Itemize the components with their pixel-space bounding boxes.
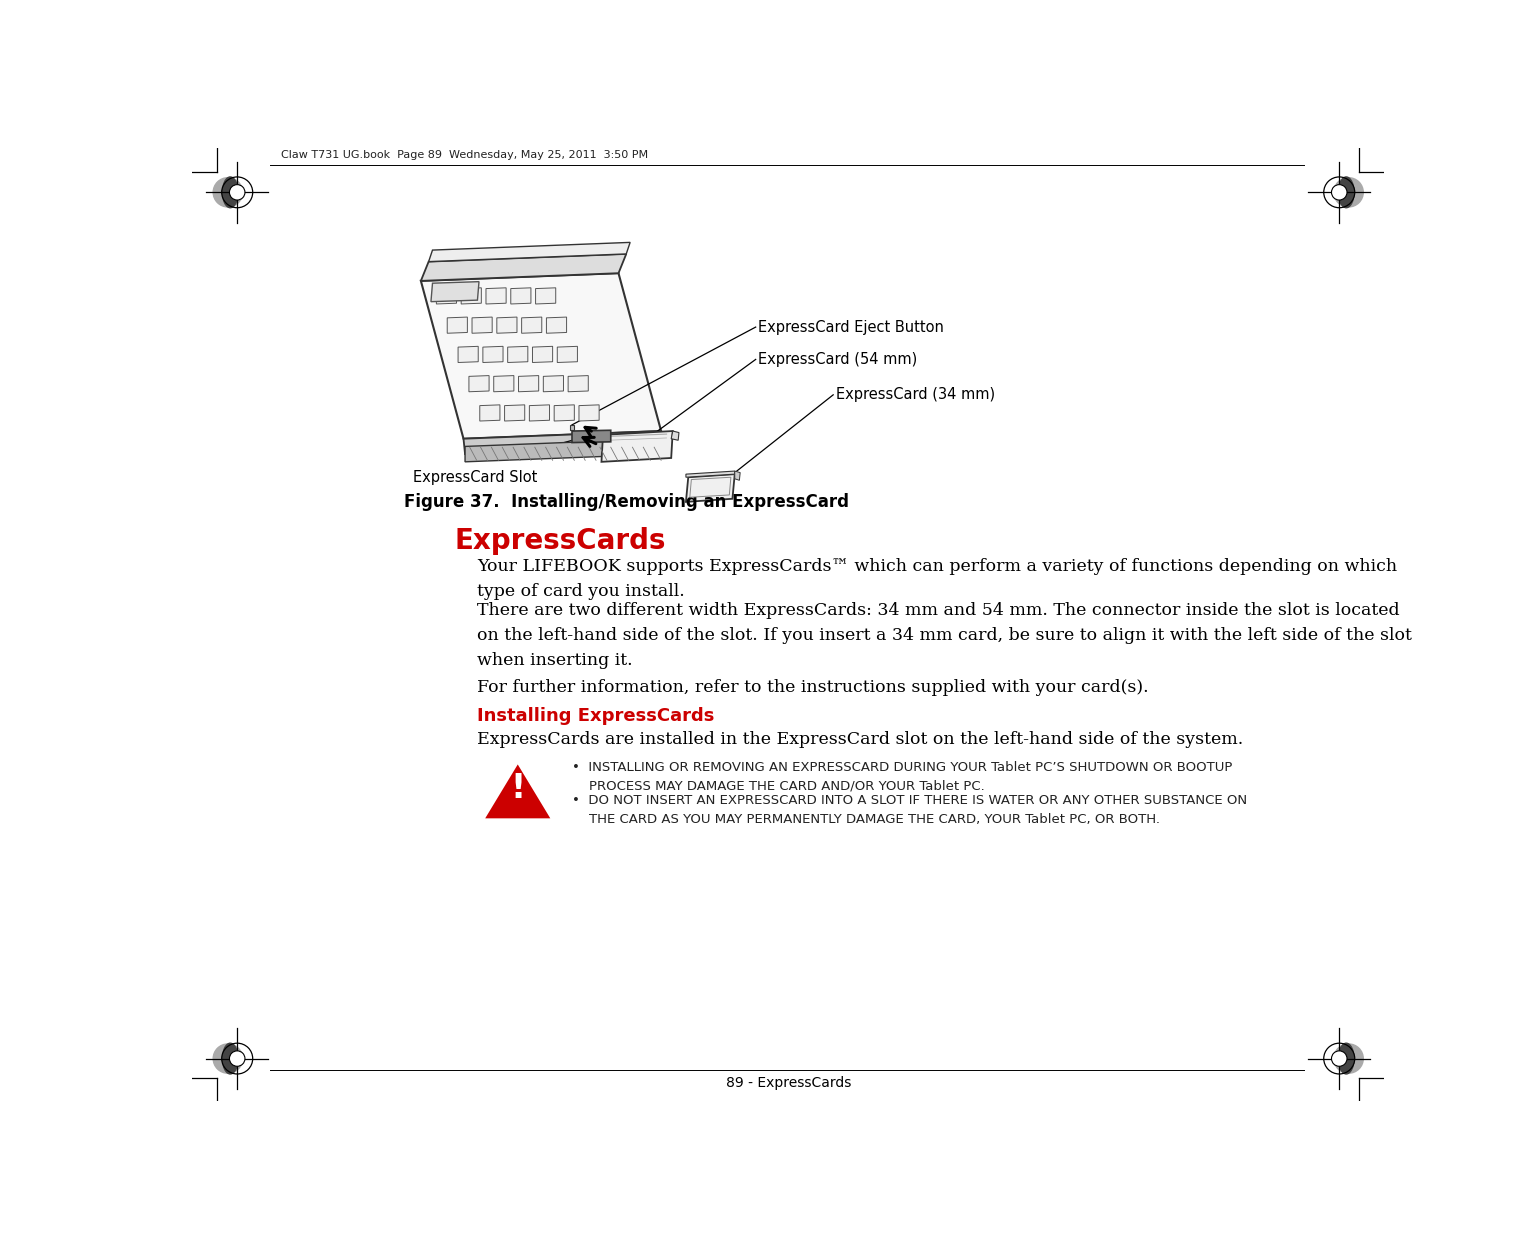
Ellipse shape [1338,1043,1353,1074]
Polygon shape [686,474,735,502]
Ellipse shape [223,177,238,208]
Circle shape [214,178,243,207]
Polygon shape [480,404,500,421]
Polygon shape [469,376,489,392]
Text: Installing ExpressCards: Installing ExpressCards [477,706,715,725]
Polygon shape [518,376,538,392]
Polygon shape [448,317,468,333]
Polygon shape [532,346,552,362]
Text: Claw T731 UG.book  Page 89  Wednesday, May 25, 2011  3:50 PM: Claw T731 UG.book Page 89 Wednesday, May… [281,150,649,160]
Polygon shape [458,346,478,362]
Text: ExpressCard Eject Button: ExpressCard Eject Button [758,319,944,334]
Text: ExpressCards are installed in the ExpressCard slot on the left-hand side of the : ExpressCards are installed in the Expres… [477,731,1244,748]
Polygon shape [543,376,563,392]
Circle shape [214,1044,243,1074]
Polygon shape [511,288,531,304]
Ellipse shape [223,1043,238,1074]
Text: !: ! [511,772,526,805]
Text: Your LIFEBOOK supports ExpressCards™ which can perform a variety of functions de: Your LIFEBOOK supports ExpressCards™ whi… [477,558,1398,600]
Circle shape [1333,1044,1363,1074]
Polygon shape [429,242,631,262]
Polygon shape [437,288,457,304]
Text: ExpressCard (54 mm): ExpressCard (54 mm) [758,351,917,367]
Circle shape [1332,1051,1347,1066]
Polygon shape [463,430,663,454]
Circle shape [229,184,245,200]
Polygon shape [421,254,626,281]
Polygon shape [568,376,588,392]
Polygon shape [557,346,577,362]
Polygon shape [508,346,528,362]
Text: There are two different width ExpressCards: 34 mm and 54 mm. The connector insid: There are two different width ExpressCar… [477,602,1412,668]
Polygon shape [504,404,524,421]
Polygon shape [472,317,492,333]
Polygon shape [464,439,663,461]
Text: ExpressCards: ExpressCards [454,527,666,555]
Polygon shape [569,424,574,430]
Polygon shape [421,273,661,439]
Polygon shape [535,288,555,304]
Polygon shape [546,317,566,333]
Text: •  INSTALLING OR REMOVING AN EXPRESSCARD DURING YOUR Tablet PC’S SHUTDOWN OR BOO: • INSTALLING OR REMOVING AN EXPRESSCARD … [572,761,1232,792]
Polygon shape [578,404,600,421]
Polygon shape [494,376,514,392]
Polygon shape [529,404,549,421]
Polygon shape [601,430,672,461]
Circle shape [1333,178,1363,207]
Polygon shape [686,471,735,477]
Polygon shape [735,471,740,480]
Text: 89 - ExpressCards: 89 - ExpressCards [726,1075,851,1090]
Polygon shape [483,346,503,362]
Polygon shape [486,288,506,304]
Circle shape [229,1051,245,1066]
Polygon shape [521,317,541,333]
Text: ExpressCard Slot: ExpressCard Slot [412,470,537,485]
Polygon shape [671,430,678,440]
Polygon shape [431,282,478,302]
Text: •  DO NOT INSERT AN EXPRESSCARD INTO A SLOT IF THERE IS WATER OR ANY OTHER SUBST: • DO NOT INSERT AN EXPRESSCARD INTO A SL… [572,794,1247,826]
Circle shape [1332,184,1347,200]
Ellipse shape [1338,177,1353,208]
Polygon shape [554,404,574,421]
Text: Figure 37.  Installing/Removing an ExpressCard: Figure 37. Installing/Removing an Expres… [404,492,849,511]
Text: ExpressCard (34 mm): ExpressCard (34 mm) [835,387,995,402]
Polygon shape [572,430,611,443]
Polygon shape [497,317,517,333]
Polygon shape [484,764,551,819]
Text: For further information, refer to the instructions supplied with your card(s).: For further information, refer to the in… [477,679,1149,696]
Polygon shape [461,288,481,304]
